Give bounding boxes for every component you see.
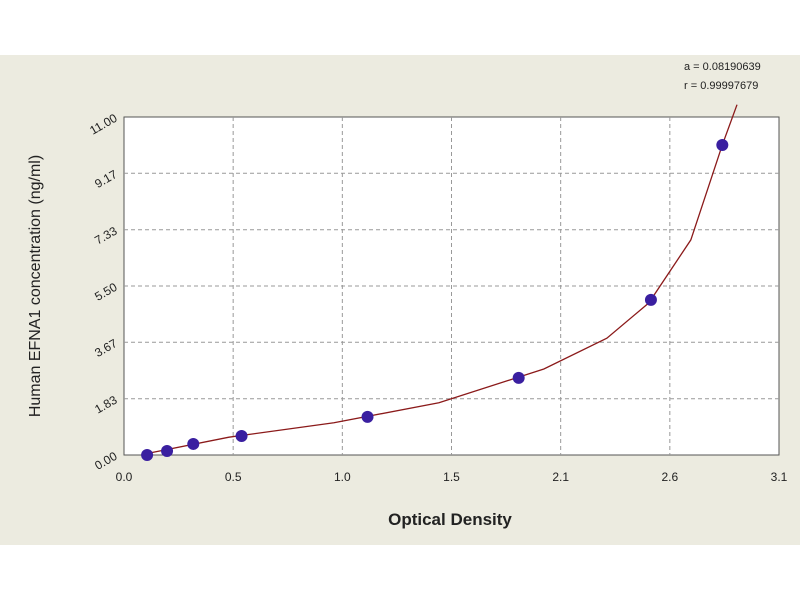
- data-point: [141, 449, 154, 461]
- data-point: [512, 371, 525, 384]
- x-tick-label: 3.1: [771, 470, 788, 484]
- x-tick-label: 0.5: [225, 470, 242, 484]
- x-tick-label: 2.1: [552, 470, 569, 484]
- data-point: [716, 138, 729, 151]
- data-point: [161, 445, 174, 458]
- data-point: [361, 410, 374, 423]
- annotation: a = 0.08190639: [684, 61, 761, 73]
- x-tick-label: 0.0: [116, 470, 133, 484]
- x-tick-label: 2.6: [661, 470, 678, 484]
- x-tick-label: 1.5: [443, 470, 460, 484]
- annotation: r = 0.99997679: [684, 80, 758, 92]
- data-point: [235, 429, 248, 442]
- data-point: [187, 437, 200, 450]
- fit-curve: [146, 104, 738, 455]
- x-tick-label: 1.0: [334, 470, 351, 484]
- y-axis-label: Human EFNA1 concentration (ng/ml): [27, 155, 44, 417]
- data-point: [644, 293, 657, 306]
- x-axis-label: Optical Density: [388, 510, 512, 529]
